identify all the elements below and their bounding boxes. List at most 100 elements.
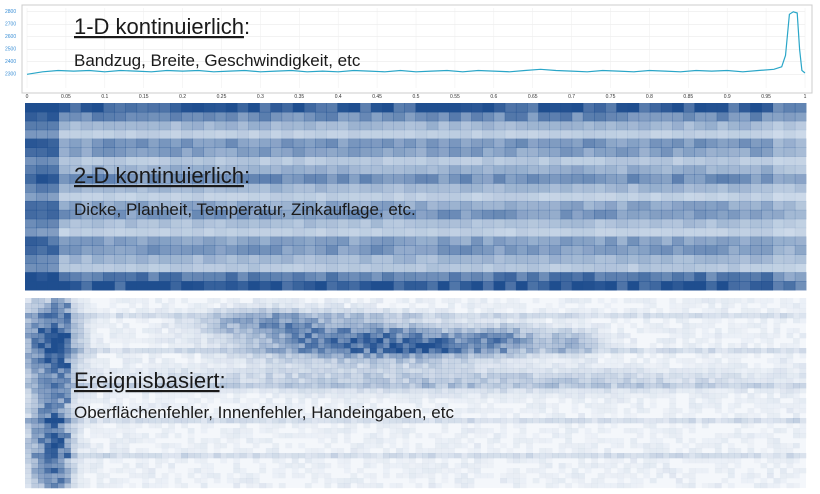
heat-cell bbox=[337, 298, 345, 304]
heat-cell bbox=[69, 103, 82, 113]
heat-cell bbox=[389, 343, 397, 349]
heat-cell bbox=[259, 428, 267, 434]
heat-cell bbox=[783, 281, 796, 291]
heat-cell bbox=[538, 156, 550, 166]
heat-cell bbox=[181, 281, 193, 291]
heat-cell bbox=[226, 418, 234, 424]
heat-cell bbox=[25, 333, 32, 339]
heat-cell bbox=[604, 438, 612, 444]
heat-cell bbox=[194, 468, 202, 474]
heat-cell bbox=[437, 156, 450, 166]
heat-cell bbox=[83, 373, 91, 379]
heat-cell bbox=[25, 103, 37, 113]
heat-cell bbox=[426, 165, 439, 175]
heat-cell bbox=[38, 398, 45, 404]
heat-cell bbox=[597, 408, 605, 414]
heat-cell bbox=[428, 313, 436, 319]
heat-cell bbox=[330, 383, 338, 389]
heat-cell bbox=[760, 388, 768, 394]
heat-cell bbox=[482, 120, 495, 131]
heat-cell bbox=[597, 478, 605, 484]
heat-cell bbox=[370, 192, 383, 202]
heat-cell bbox=[669, 418, 677, 424]
heat-cell bbox=[783, 138, 796, 149]
heat-cell bbox=[630, 458, 638, 464]
heat-cell bbox=[656, 418, 664, 424]
heat-cell bbox=[272, 308, 280, 314]
heat-cell bbox=[47, 272, 59, 282]
heat-cell bbox=[125, 111, 138, 122]
heat-cell bbox=[285, 313, 293, 319]
heat-cell bbox=[161, 458, 169, 464]
heat-cell bbox=[734, 453, 742, 459]
heat-cell bbox=[727, 418, 735, 424]
heat-cell bbox=[252, 318, 260, 324]
heat-cell bbox=[597, 328, 605, 334]
heat-cell bbox=[304, 468, 312, 474]
heat-cell bbox=[382, 281, 394, 291]
heat-cell bbox=[415, 313, 423, 319]
heat-cell bbox=[415, 263, 428, 273]
heat-cell bbox=[181, 368, 189, 374]
heat-cell bbox=[194, 318, 202, 324]
heat-cell bbox=[493, 147, 506, 157]
heat-cell bbox=[192, 156, 205, 166]
heat-cell bbox=[25, 263, 37, 273]
heat-cell bbox=[740, 348, 748, 354]
heat-cell bbox=[623, 373, 631, 379]
heat-cell bbox=[734, 328, 742, 334]
heat-cell bbox=[721, 333, 729, 339]
heat-cell bbox=[51, 473, 58, 479]
heat-cell bbox=[122, 373, 130, 379]
heat-cell bbox=[565, 428, 572, 434]
heat-cell bbox=[356, 378, 364, 384]
heat-cell bbox=[174, 448, 182, 454]
heat-cell bbox=[292, 263, 305, 273]
heat-cell bbox=[747, 438, 754, 443]
heat-cell bbox=[181, 236, 193, 246]
heat-cell bbox=[363, 308, 371, 314]
heat-cell bbox=[660, 209, 673, 220]
heat-cell bbox=[794, 165, 807, 175]
heat-cell bbox=[682, 378, 690, 384]
heat-cell bbox=[727, 373, 735, 379]
heat-cell bbox=[623, 313, 631, 319]
heat-cell bbox=[25, 254, 37, 264]
heat-cell bbox=[77, 298, 84, 304]
heat-cell bbox=[90, 333, 97, 339]
heat-cell bbox=[500, 318, 507, 324]
heat-cell bbox=[538, 272, 550, 282]
heat-cell bbox=[96, 368, 104, 374]
heat-cell bbox=[303, 111, 316, 122]
heat-cell bbox=[779, 468, 787, 474]
heat-cell bbox=[168, 318, 175, 324]
heat-cell bbox=[515, 156, 528, 166]
heat-cell bbox=[513, 363, 520, 369]
heat-cell bbox=[103, 281, 115, 291]
heat-cell bbox=[356, 298, 364, 304]
heat-cell bbox=[135, 308, 143, 314]
heat-cell bbox=[311, 398, 319, 404]
heat-cell bbox=[688, 398, 696, 404]
heat-cell bbox=[395, 463, 403, 469]
heat-cell bbox=[31, 368, 39, 374]
heat-cell bbox=[44, 458, 52, 464]
heat-cell bbox=[350, 403, 358, 409]
heat-cell bbox=[51, 358, 58, 364]
heat-cell bbox=[70, 408, 78, 414]
heat-cell bbox=[194, 388, 202, 394]
heat-cell bbox=[471, 111, 483, 122]
heat-cell bbox=[753, 323, 761, 329]
heat-cell bbox=[303, 103, 316, 113]
heat-cell bbox=[467, 403, 475, 409]
heat-cell bbox=[773, 348, 781, 354]
heat-cell bbox=[356, 348, 364, 354]
heat-cell bbox=[259, 418, 267, 424]
heat-cell bbox=[714, 418, 722, 424]
heat-cell bbox=[682, 363, 690, 369]
heat-cell bbox=[38, 328, 45, 334]
heat-cell bbox=[129, 418, 136, 424]
heat-cell bbox=[51, 348, 58, 354]
heat-cell bbox=[461, 343, 468, 349]
heat-cell bbox=[213, 338, 221, 344]
